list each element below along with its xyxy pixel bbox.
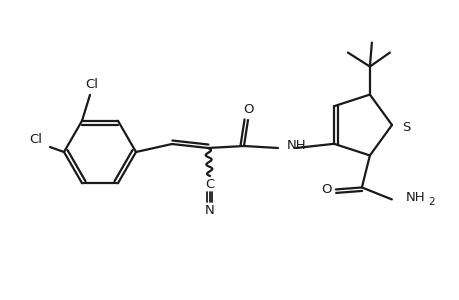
- Text: C: C: [205, 178, 214, 191]
- Text: Cl: Cl: [29, 133, 42, 146]
- Text: 2: 2: [427, 197, 434, 207]
- Text: S: S: [401, 121, 409, 134]
- Text: Cl: Cl: [85, 78, 98, 91]
- Text: O: O: [243, 103, 254, 116]
- Text: NH: NH: [405, 191, 425, 204]
- Text: O: O: [321, 183, 331, 196]
- Text: NH: NH: [286, 139, 306, 152]
- Text: N: N: [205, 203, 214, 217]
